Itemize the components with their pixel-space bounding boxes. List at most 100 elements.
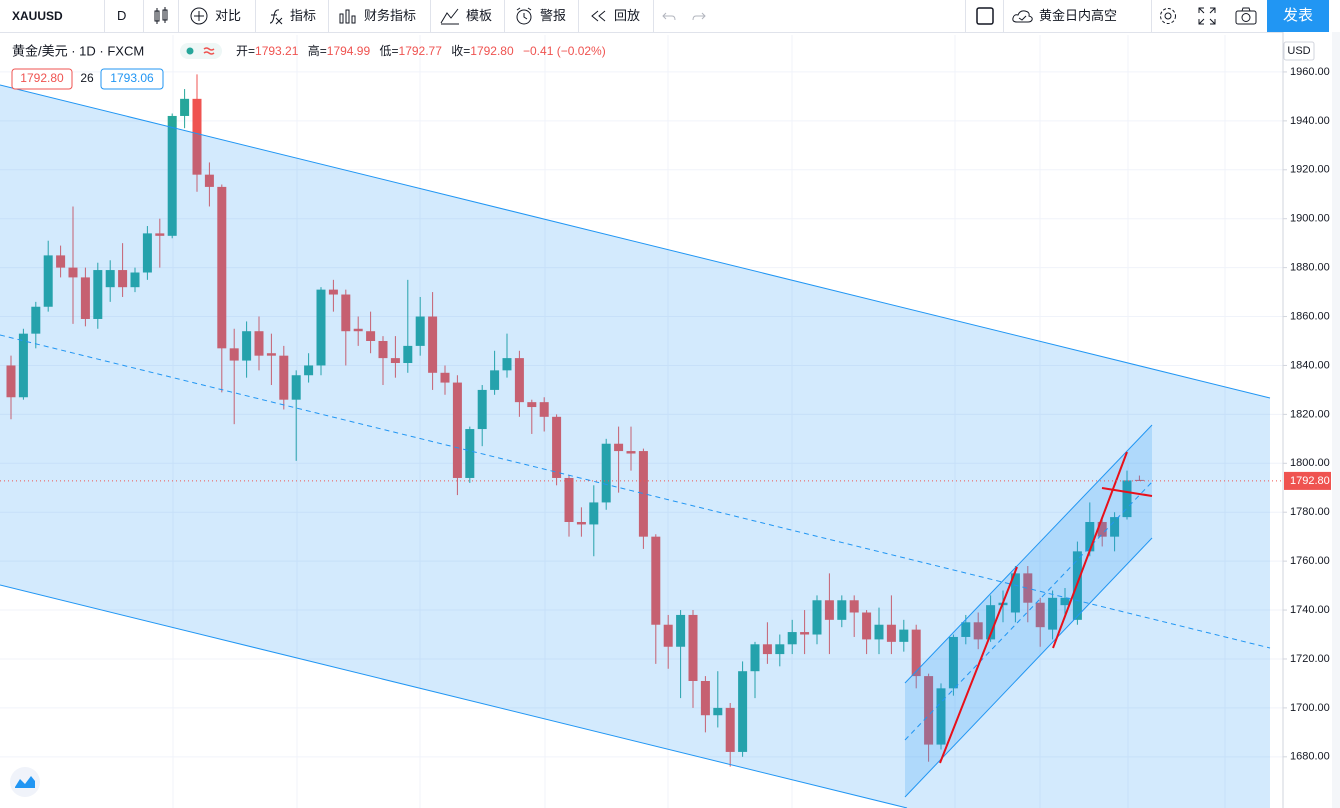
candle-body — [80, 277, 90, 319]
candle-body — [651, 536, 661, 625]
candle-body — [1097, 521, 1107, 537]
small-channel-line — [904, 424, 1153, 684]
candle-body — [266, 353, 276, 356]
layout-square[interactable] — [975, 7, 995, 25]
legend-title: 黄金/美元 · 1D · FXCM — [12, 43, 144, 58]
trend-line — [1101, 487, 1153, 497]
candle-body — [254, 331, 264, 356]
candle-body — [204, 174, 214, 187]
y-tick-label: 1780.00 — [1290, 506, 1330, 518]
y-tick-label: 1860.00 — [1290, 310, 1330, 322]
alert-button[interactable]: 警报 — [540, 8, 567, 23]
candle-body — [1060, 597, 1070, 606]
y-tick-label: 1820.00 — [1290, 408, 1330, 420]
candle-body — [936, 688, 946, 745]
candle-body — [986, 605, 996, 640]
separator — [178, 0, 179, 32]
candle-body — [614, 443, 624, 452]
settings-icon[interactable] — [1158, 6, 1178, 26]
currency: USD — [1287, 45, 1310, 57]
candle-body — [242, 331, 252, 361]
candle-body — [775, 644, 785, 655]
candle-body — [415, 316, 425, 346]
candle-body — [155, 233, 165, 236]
replay-button[interactable]: 回放 — [614, 8, 641, 23]
template-icon — [440, 8, 459, 25]
candle-body — [1035, 602, 1045, 628]
separator — [255, 0, 256, 32]
candle-body — [18, 333, 28, 398]
candle-body — [849, 600, 859, 613]
last-price-marker — [1284, 471, 1331, 490]
candle-body — [552, 416, 562, 478]
bid-box[interactable] — [11, 68, 73, 90]
bid: 1792.80 — [20, 71, 64, 85]
candle-body — [229, 348, 239, 361]
replay-icon — [591, 10, 606, 22]
change-value: −0.41 (−0.02%) — [523, 44, 606, 58]
candle-body — [638, 451, 648, 537]
compare-button[interactable]: 对比 — [215, 8, 242, 23]
candle-body — [452, 382, 462, 478]
candle-body — [688, 614, 698, 681]
status-badge[interactable] — [180, 43, 222, 59]
candle-body — [601, 443, 611, 503]
candle-body — [180, 98, 190, 116]
separator — [965, 0, 966, 32]
candle-body — [341, 294, 351, 332]
candle-body — [502, 358, 512, 371]
fullscreen-icon[interactable] — [1198, 7, 1216, 25]
candle-body — [304, 365, 314, 376]
indicator-icon — [269, 9, 283, 25]
candle-body — [589, 502, 599, 525]
open-label: 开= — [236, 44, 255, 58]
last-price-label: 1792.80 — [1290, 475, 1330, 487]
symbol[interactable]: XAUUSD — [12, 9, 63, 23]
candle-body — [514, 358, 524, 403]
y-tick-label: 1680.00 — [1290, 751, 1330, 763]
candle-body — [626, 451, 636, 454]
candle-body — [824, 600, 834, 620]
separator — [104, 0, 105, 32]
candle-body — [750, 644, 760, 672]
candle-body — [713, 707, 723, 716]
indicators-button[interactable]: 指标 — [290, 8, 317, 23]
channel-fill — [0, 85, 1270, 808]
candle-body — [564, 477, 574, 522]
interval[interactable]: D — [117, 8, 127, 23]
undo-redo[interactable] — [660, 8, 710, 24]
candle-body — [539, 402, 549, 417]
template-button[interactable]: 模板 — [466, 8, 493, 23]
candle-body — [812, 600, 822, 635]
candle-body — [1085, 521, 1095, 552]
candle-body — [874, 624, 884, 640]
separator — [430, 0, 431, 32]
status-dot — [186, 47, 194, 55]
candles — [6, 74, 1144, 767]
candle-body — [316, 289, 326, 366]
snapshot-icon[interactable] — [1235, 7, 1257, 25]
currency-box[interactable] — [1283, 41, 1315, 61]
low-label: 低= — [380, 44, 399, 58]
separator — [504, 0, 505, 32]
candle-body — [130, 272, 140, 288]
cloud-icon — [1012, 10, 1033, 23]
candle-body — [43, 255, 53, 307]
axis-labels: 1680.00 1700.00 1720.00 1740.00 1760.00 1780.… — [1283, 66, 1331, 763]
candle-body — [787, 632, 797, 645]
low-value: 1792.77 — [399, 44, 443, 58]
ask-box[interactable] — [100, 68, 164, 90]
candle-body — [490, 370, 500, 390]
publish-button[interactable]: 发表 — [1267, 0, 1329, 32]
y-tick-label: 1800.00 — [1290, 457, 1330, 469]
grid — [0, 35, 1283, 808]
chart-type-icon[interactable] — [153, 7, 169, 25]
candle-body — [576, 521, 586, 525]
candle-body — [105, 270, 115, 288]
close-value: 1792.80 — [470, 44, 514, 58]
financials-button[interactable]: 财务指标 — [364, 8, 417, 23]
layout-name[interactable]: 黄金日内高空 — [1039, 8, 1118, 23]
trend-line — [1052, 451, 1128, 649]
logo-badge[interactable] — [10, 767, 40, 797]
